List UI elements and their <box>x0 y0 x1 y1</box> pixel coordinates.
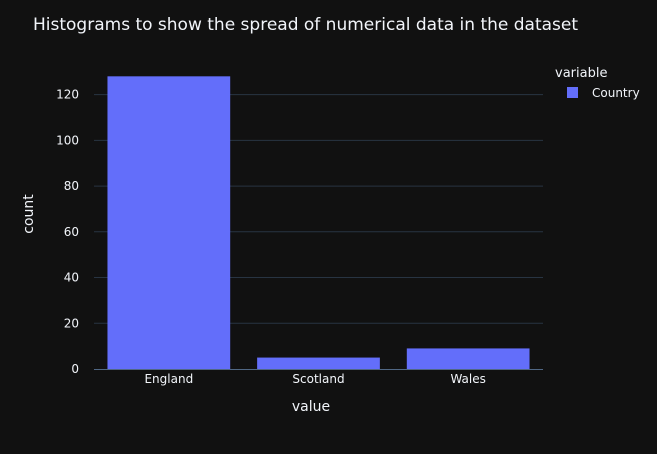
y-tick-label: 80 <box>64 179 79 193</box>
legend-item-label: Country <box>592 86 640 100</box>
legend[interactable]: variable Country <box>555 66 640 100</box>
bar-scotland[interactable] <box>257 357 380 369</box>
y-tick-label: 60 <box>64 225 79 239</box>
y-axis-label: count <box>21 194 37 234</box>
x-tick-label: Wales <box>450 372 485 386</box>
y-tick-label: 40 <box>64 271 79 285</box>
y-tick-label: 0 <box>71 362 79 376</box>
x-tick-label: England <box>144 372 193 386</box>
legend-item-country[interactable]: Country <box>567 86 640 100</box>
y-tick-label: 20 <box>64 316 79 330</box>
y-tick-labels: 0 20 40 60 80 100 120 <box>56 88 79 376</box>
x-axis-label: value <box>292 399 330 415</box>
legend-swatch <box>567 87 578 98</box>
y-tick-label: 120 <box>56 88 79 102</box>
bars <box>107 76 530 369</box>
x-tick-labels: England Scotland Wales <box>144 372 485 386</box>
chart-title: Histograms to show the spread of numeric… <box>33 15 578 35</box>
legend-title: variable <box>555 66 607 81</box>
y-tick-label: 100 <box>56 133 79 147</box>
bar-wales[interactable] <box>406 348 530 369</box>
bar-england[interactable] <box>107 76 231 369</box>
x-tick-label: Scotland <box>292 372 344 386</box>
